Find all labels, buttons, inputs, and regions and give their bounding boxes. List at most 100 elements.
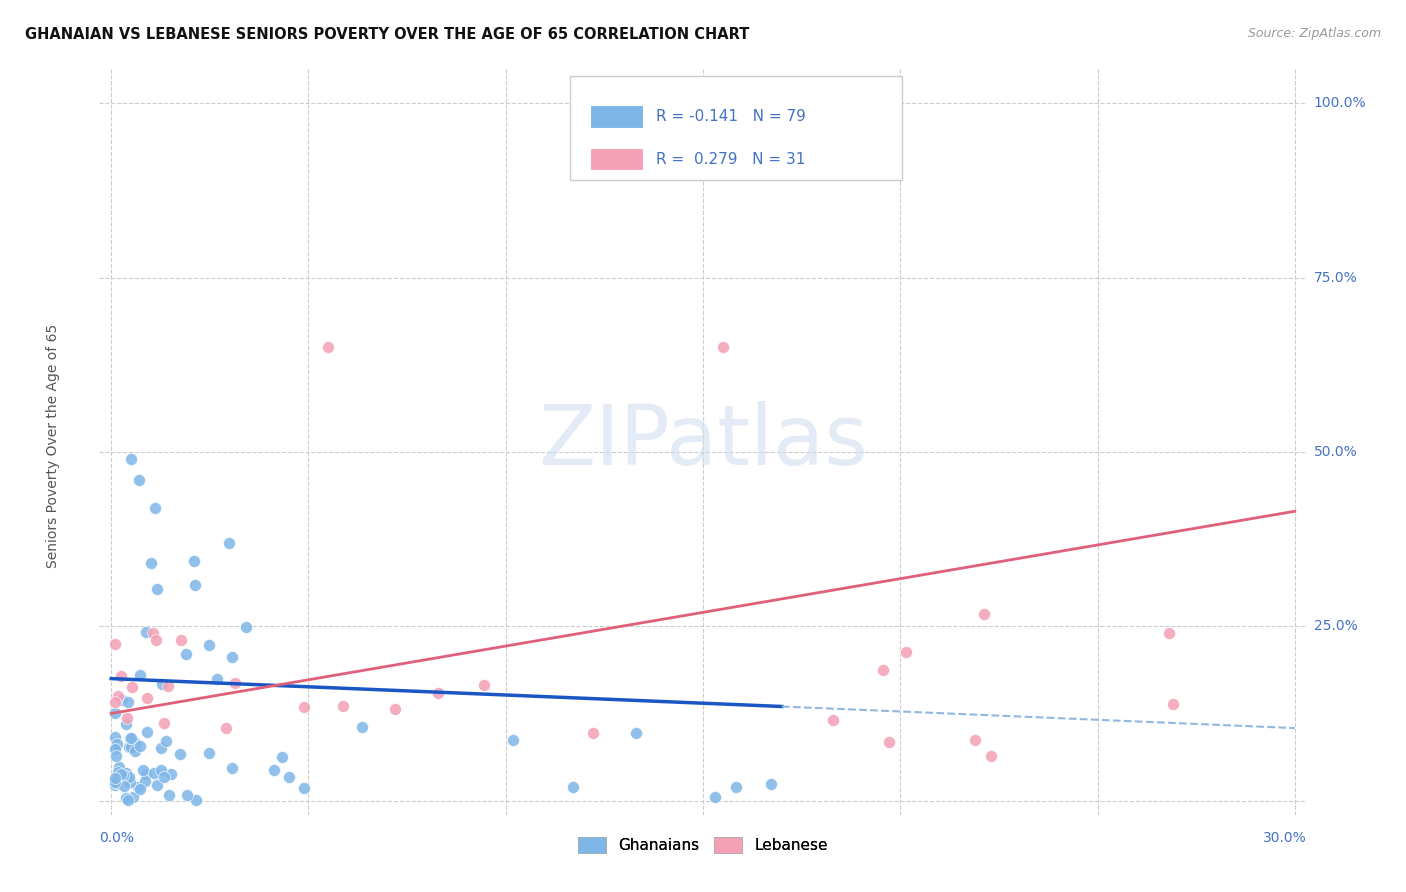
Point xyxy=(128,473,150,487)
Point xyxy=(134,774,156,789)
Point xyxy=(711,340,734,354)
Text: 25.0%: 25.0% xyxy=(1313,619,1357,633)
Point xyxy=(169,747,191,761)
Text: 30.0%: 30.0% xyxy=(1263,830,1306,845)
Point xyxy=(292,699,315,714)
Point xyxy=(263,764,285,778)
Point xyxy=(474,678,496,692)
Point xyxy=(118,739,141,754)
Text: 50.0%: 50.0% xyxy=(1313,445,1357,459)
Text: 100.0%: 100.0% xyxy=(1313,96,1367,111)
Point xyxy=(582,725,605,739)
Point xyxy=(135,625,157,640)
Point xyxy=(143,500,166,515)
Point xyxy=(112,779,135,793)
Point xyxy=(761,777,783,791)
Point xyxy=(104,731,127,745)
FancyBboxPatch shape xyxy=(589,105,643,128)
Point xyxy=(115,711,138,725)
Point xyxy=(146,778,169,792)
Point xyxy=(104,742,127,756)
Text: R = -0.141   N = 79: R = -0.141 N = 79 xyxy=(657,109,806,124)
Point xyxy=(153,770,176,784)
Point xyxy=(120,452,142,467)
Point xyxy=(184,578,207,592)
Point xyxy=(129,668,152,682)
Point xyxy=(214,721,236,735)
Point xyxy=(111,767,134,781)
Point xyxy=(121,680,143,694)
Legend: Ghanaians, Lebanese: Ghanaians, Lebanese xyxy=(572,831,834,859)
Text: 75.0%: 75.0% xyxy=(1313,270,1357,285)
Point xyxy=(384,702,406,716)
Point xyxy=(107,768,129,782)
Point xyxy=(159,767,181,781)
Point xyxy=(111,693,134,707)
Point xyxy=(117,793,139,807)
Point xyxy=(221,649,243,664)
Point xyxy=(150,676,173,690)
Point xyxy=(120,731,142,745)
Point xyxy=(115,790,138,805)
Point xyxy=(332,698,354,713)
Point xyxy=(1157,626,1180,640)
Point xyxy=(104,778,127,792)
Point xyxy=(136,690,159,705)
Point xyxy=(107,690,129,704)
Point xyxy=(128,782,150,797)
Point xyxy=(561,780,583,794)
Point xyxy=(107,765,129,780)
Point xyxy=(205,672,228,686)
Point xyxy=(120,775,142,789)
Point xyxy=(139,556,162,570)
Text: Seniors Poverty Over the Age of 65: Seniors Poverty Over the Age of 65 xyxy=(46,324,60,568)
Point xyxy=(104,771,127,785)
Point xyxy=(879,735,901,749)
Point xyxy=(724,780,747,794)
Point xyxy=(117,770,139,784)
Point xyxy=(104,776,127,790)
Point xyxy=(107,737,129,751)
Text: GHANAIAN VS LEBANESE SENIORS POVERTY OVER THE AGE OF 65 CORRELATION CHART: GHANAIAN VS LEBANESE SENIORS POVERTY OVE… xyxy=(25,27,749,42)
Point xyxy=(104,696,127,710)
Point xyxy=(155,734,177,748)
Point xyxy=(626,726,648,740)
Point xyxy=(980,748,1002,763)
Point xyxy=(872,663,894,677)
FancyBboxPatch shape xyxy=(589,148,643,170)
Point xyxy=(105,748,128,763)
Point xyxy=(198,638,221,652)
Point xyxy=(270,749,292,764)
Point xyxy=(110,766,132,780)
Point xyxy=(105,771,128,785)
Point xyxy=(198,746,221,760)
Point xyxy=(120,740,142,755)
Point xyxy=(110,764,132,779)
Point xyxy=(124,735,146,749)
Point xyxy=(150,763,173,777)
Point xyxy=(110,669,132,683)
Text: 0.0%: 0.0% xyxy=(100,830,135,845)
Point xyxy=(135,767,157,781)
Point xyxy=(292,781,315,796)
FancyBboxPatch shape xyxy=(571,76,903,180)
Point xyxy=(115,766,138,780)
Point xyxy=(127,780,149,794)
Point xyxy=(136,725,159,739)
Point xyxy=(124,744,146,758)
Point xyxy=(104,706,127,721)
Point xyxy=(183,554,205,568)
Point xyxy=(502,733,524,747)
Point xyxy=(122,790,145,805)
Point xyxy=(224,676,246,690)
Point xyxy=(114,717,136,731)
Point xyxy=(108,760,131,774)
Point xyxy=(973,607,995,621)
Point xyxy=(104,775,127,789)
Point xyxy=(156,679,179,693)
Point xyxy=(129,739,152,753)
Point xyxy=(153,716,176,731)
Point xyxy=(821,713,844,727)
Point xyxy=(150,740,173,755)
Point xyxy=(104,637,127,651)
